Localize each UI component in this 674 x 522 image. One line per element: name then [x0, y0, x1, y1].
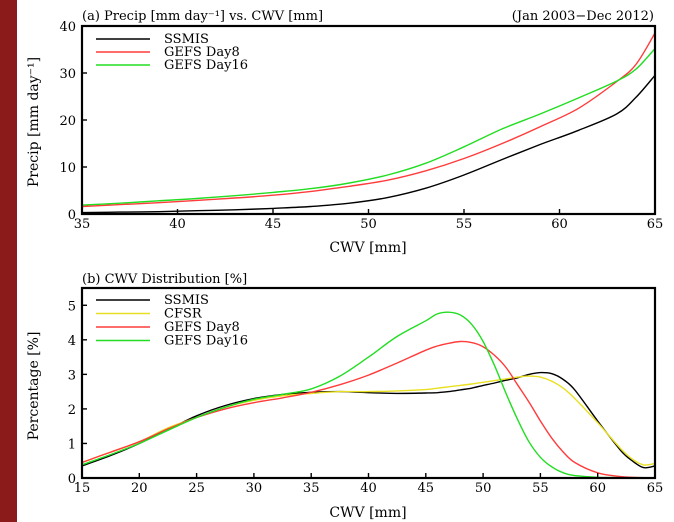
panel-b-legend-label-gefs-day8: GEFS Day8 [164, 320, 240, 335]
panel-a-x-axis-label: CWV [mm] [329, 240, 406, 256]
panel-b-y-tick-label: 1 [68, 437, 76, 452]
panel-b: (b) CWV Distribution [%] 15 20 25 30 35 40 45 5… [26, 272, 663, 521]
panel-a-x-tick-label: 55 [456, 217, 473, 232]
panel-b-series-ssmis [81, 371, 656, 469]
panel-b-series-gefs-day8 [81, 340, 655, 479]
panel-a-legend-label-gefs-day16: GEFS Day16 [164, 58, 248, 73]
panel-b-legend-label-gefs-day16: GEFS Day16 [164, 334, 248, 349]
panel-a-x-tick-label: 40 [169, 217, 186, 232]
panel-b-x-tick-label: 20 [131, 481, 148, 496]
panel-a-legend-label-ssmis: SSMIS [164, 32, 209, 47]
panel-a-x-tick-label: 45 [265, 217, 282, 232]
panel-b-y-axis-label: Percentage [%] [26, 332, 42, 441]
panel-a-y-tick-label: 0 [68, 208, 76, 223]
panel-b-y-tick-label: 3 [68, 368, 76, 383]
panel-b-y-tick-label: 2 [68, 403, 76, 418]
panel-a-legend-label-gefs-day8: GEFS Day8 [164, 45, 240, 60]
panel-a-x-tick-label: 60 [551, 217, 568, 232]
panel-a-series-gefs-day8 [81, 32, 656, 208]
panel-a-date-range: (Jan 2003−Dec 2012) [512, 9, 654, 24]
panel-b-y-tick-label: 0 [68, 472, 76, 487]
panel-b-legend-label-ssmis: SSMIS [164, 293, 209, 308]
panel-a-x-tick-label: 35 [74, 217, 91, 232]
panel-b-y-tick-label: 4 [68, 334, 76, 349]
panel-b-x-tick-label: 30 [246, 481, 263, 496]
panel-b-x-tick-label: 25 [188, 481, 205, 496]
panel-b-series-gefs-day16 [81, 311, 655, 479]
panel-a-y-tick-label: 20 [59, 114, 76, 129]
panel-a-series-layer [81, 32, 656, 214]
panel-a-series-ssmis [81, 74, 656, 214]
panel-b-x-tick-label: 55 [532, 481, 549, 496]
panel-b-x-tick-label: 15 [74, 481, 91, 496]
panel-a-x-tick-label: 50 [360, 217, 377, 232]
panel-b-x-tick-label: 50 [475, 481, 492, 496]
panel-b-x-tick-label: 65 [647, 481, 664, 496]
panel-b-legend-label-cfsr: CFSR [164, 307, 203, 322]
panel-b-series-layer [81, 311, 656, 479]
panel-b-x-tick-label: 40 [360, 481, 377, 496]
panel-a-ticks: 35 40 45 50 55 60 65 0 10 20 30 40 [59, 20, 663, 232]
panel-a-title: (a) Precip [mm day⁻¹] vs. CWV [mm] [82, 9, 323, 24]
panel-a-x-tick-label: 65 [647, 217, 664, 232]
panel-b-x-tick-label: 45 [418, 481, 435, 496]
panel-b-series-cfsr [81, 375, 656, 466]
left-border-bar [0, 0, 17, 522]
panel-b-x-tick-label: 35 [303, 481, 320, 496]
panel-a-y-axis-label: Precip [mm day⁻¹] [26, 57, 42, 187]
panel-a-series-gefs-day16 [81, 48, 656, 206]
panel-a-y-tick-label: 10 [59, 161, 76, 176]
panel-b-x-tick-label: 60 [589, 481, 606, 496]
panel-b-title: (b) CWV Distribution [%] [82, 272, 247, 287]
panel-b-x-axis-label: CWV [mm] [329, 505, 406, 521]
panel-a-y-tick-label: 40 [59, 20, 76, 35]
panel-a: (a) Precip [mm day⁻¹] vs. CWV [mm] (Jan … [26, 9, 663, 256]
panel-a-y-tick-label: 30 [59, 67, 76, 82]
panel-b-y-tick-label: 5 [68, 299, 76, 314]
